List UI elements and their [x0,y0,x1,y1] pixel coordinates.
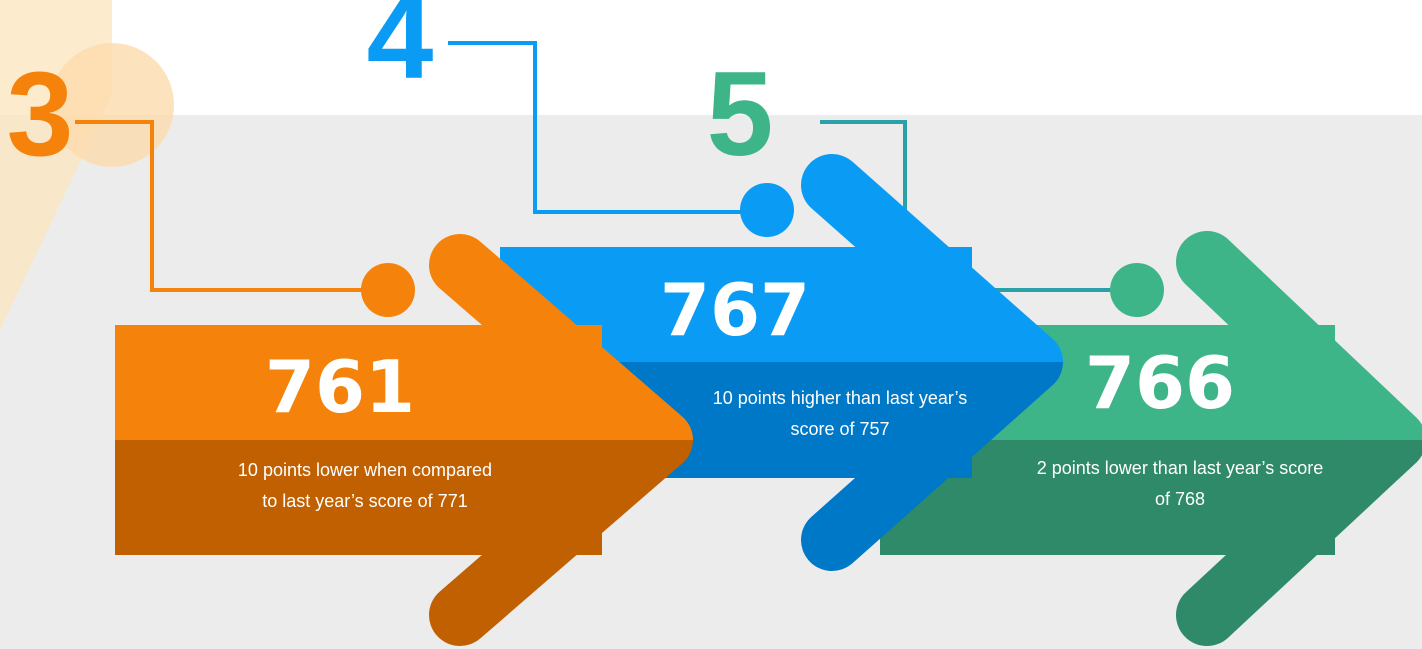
description: 10 points higher than last year’s score … [712,388,968,439]
arrow [115,234,693,646]
connector [448,41,745,214]
arrow-half [115,234,693,440]
score: 767 [660,268,810,352]
arrow-head [801,154,1063,362]
arrow-head [1176,231,1422,440]
description: 2 points lower than last year’s score of… [1036,458,1324,509]
arrow-head [801,362,1063,571]
arrow-half [115,440,693,646]
connector [75,120,365,292]
score: 766 [1085,341,1235,425]
connector-dot [1110,263,1164,317]
rank-number: 3 [7,47,74,181]
arrow-head [1176,440,1422,646]
connector [820,120,1112,292]
arrow-head [429,234,693,440]
decoration [50,43,174,167]
arrow-head [429,440,693,646]
rank-number: 4 [367,0,434,104]
rank-number: 5 [707,47,774,181]
connector-dot [740,183,794,237]
description: 10 points lower when compared to last ye… [237,460,493,511]
connector-dot [361,263,415,317]
arrow-half [500,154,1063,362]
score: 761 [265,345,415,429]
